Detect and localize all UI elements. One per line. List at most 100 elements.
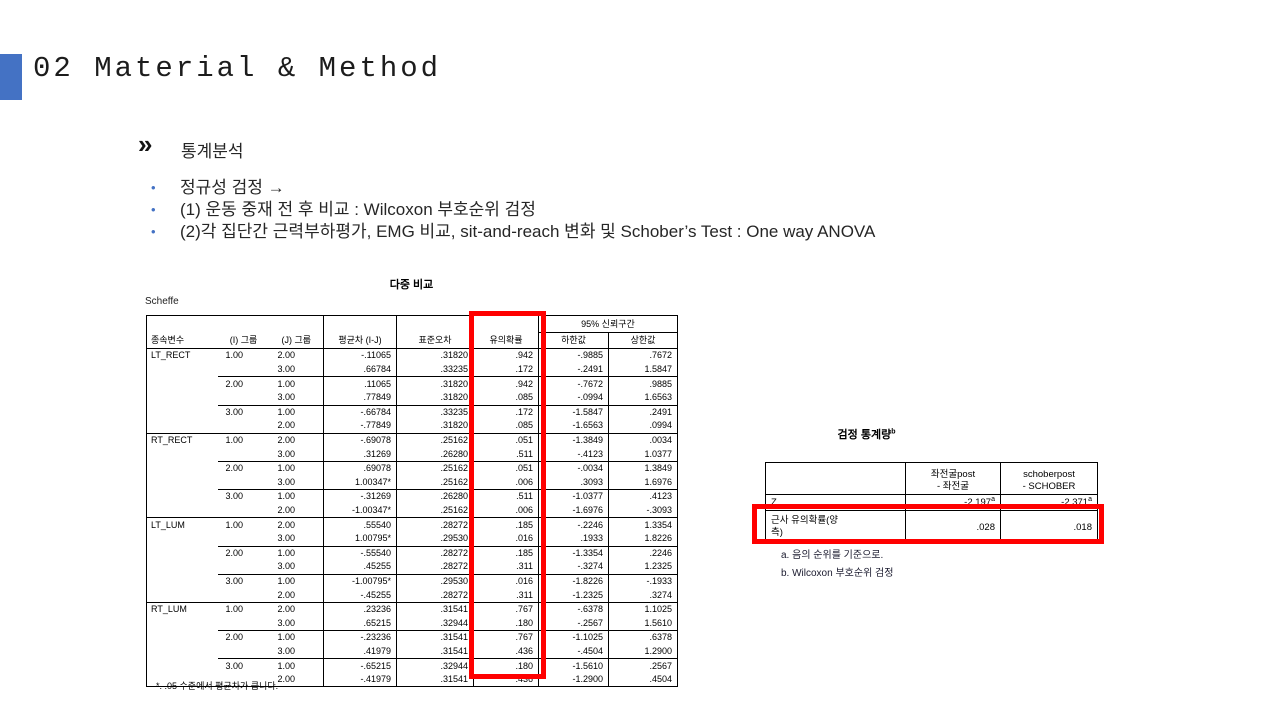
table-row: 3.00.41979.31541.436 -.4504 1.2900 xyxy=(147,644,678,660)
value-cell: 3.00 xyxy=(269,390,324,406)
value-cell: -.6378 xyxy=(538,601,609,617)
value-cell: .69078 xyxy=(323,461,397,476)
value-cell: 2.00 xyxy=(269,517,324,532)
value-cell: .31541 xyxy=(396,644,474,660)
value-cell: 3.00 xyxy=(225,660,244,671)
variable-cell xyxy=(147,490,218,504)
variable-cell xyxy=(147,588,218,602)
variable-cell xyxy=(147,405,218,419)
variable-cell: RT_LUM xyxy=(146,601,218,617)
value-cell: 1.1025 xyxy=(608,601,678,617)
value-cell: .66784 xyxy=(323,362,397,378)
header-line: 좌전굴post xyxy=(930,469,976,480)
value-cell: 3.00 xyxy=(225,491,244,502)
value-cell: .55540 xyxy=(323,517,397,532)
value-cell: -.0034 xyxy=(538,461,609,476)
value-cell xyxy=(217,362,270,378)
value-cell: .006 xyxy=(473,503,539,518)
variable-cell xyxy=(147,419,218,433)
table-row: 3.00 1.00 -.31269.26280.511 -1.0377 .4123 xyxy=(147,489,678,504)
value-cell: .11065 xyxy=(323,376,397,391)
value-cell: 3.00 xyxy=(269,447,324,462)
value-cell: .9885 xyxy=(649,378,672,389)
value-cell: .31541 xyxy=(396,672,474,687)
variable-cell xyxy=(147,546,218,560)
value-cell: .085 xyxy=(473,390,539,406)
header-line: - 좌전굴 xyxy=(936,481,970,492)
value-cell: .32944 xyxy=(396,658,474,673)
bullet-item: • (1) 운동 중재 전 후 비교 : Wilcoxon 부호순위 검정 xyxy=(151,199,875,221)
table-row: 3.00 1.00347* .25162.006.3093 1.6976 xyxy=(147,475,678,491)
value-cell: 3.00 xyxy=(269,475,324,491)
variable-cell xyxy=(147,363,218,377)
header-cell: 표준오차 xyxy=(396,315,474,350)
value-cell: 1.00 xyxy=(269,658,324,673)
value-cell: 1.6976 xyxy=(608,475,678,491)
value-cell: 1.2900 xyxy=(608,644,678,660)
value-cell: 2.00 xyxy=(269,432,324,448)
accent-square xyxy=(0,54,22,100)
header-row: 좌전굴post - 좌전굴 schoberpost - SCHOBER xyxy=(765,462,1098,495)
value-cell: 1.6563 xyxy=(608,390,678,406)
value-cell: .085 xyxy=(473,419,539,434)
value-cell: .41979 xyxy=(323,644,397,660)
variable-cell xyxy=(147,504,218,518)
value-cell: .051 xyxy=(473,461,539,476)
bullet-item: • (2)각 집단간 근력부하평가, EMG 비교, sit-and-reach… xyxy=(151,221,875,243)
confidence-interval-header: 95% 신뢰구간 xyxy=(538,315,678,333)
value-cell: .25162 xyxy=(396,475,474,491)
multiple-comparison-subtitle: Scheffe xyxy=(145,296,179,307)
value-cell xyxy=(218,419,270,433)
value-cell: .28272 xyxy=(396,588,474,603)
value-cell: 3.00 xyxy=(269,644,324,660)
variable-cell xyxy=(147,532,218,546)
value-cell: -.7672 xyxy=(538,376,609,391)
table-row: 3.00.66784.33235.172 -.2491 1.5847 xyxy=(147,362,678,378)
value-cell: .29530 xyxy=(396,531,474,547)
value-cell: .26280 xyxy=(396,447,474,462)
value-cell: -1.6563 xyxy=(538,419,609,434)
mc-table-header: 종속변수 (I) 그룹 (J) 그룹 평균차 (I-J) 표준오차 유의확률 9… xyxy=(146,315,678,350)
value-cell: 2.00 xyxy=(225,547,244,558)
value-cell: .0994 xyxy=(649,420,672,431)
variable-cell xyxy=(147,645,218,659)
value-cell: .185 xyxy=(473,546,539,561)
value-cell: .33235 xyxy=(396,362,474,378)
value-cell xyxy=(217,531,270,547)
value-superscript: a xyxy=(991,496,995,504)
value-cell: 2.00 xyxy=(269,672,324,687)
header-cell: 상한값 xyxy=(608,332,678,350)
header-cell: 좌전굴post - 좌전굴 xyxy=(905,462,1001,495)
value-cell: 1.5610 xyxy=(608,616,678,632)
value-cell: .25162 xyxy=(396,432,474,448)
value-cell: .511 xyxy=(473,447,539,462)
value-cell: 3.00 xyxy=(225,575,244,586)
value-cell: 3.00 xyxy=(225,406,244,417)
value-cell: -.2491 xyxy=(538,362,609,378)
table-row: RT_RECT 1.00 2.00 -.69078.25162.051 -1.3849.… xyxy=(146,432,678,448)
value-cell xyxy=(218,588,270,602)
variable-cell: LT_LUM xyxy=(146,517,218,532)
value-cell: -.4123 xyxy=(538,447,609,462)
value-cell xyxy=(217,560,270,575)
value-cell: .180 xyxy=(473,658,539,673)
value-cell: 3.00 xyxy=(269,616,324,632)
table-row: LT_LUM 1.00 2.00.55540.28272.185 -.2246 1.33… xyxy=(146,517,678,532)
mc-table-footnote: *. .05 수준에서 평균차가 큽니다. xyxy=(156,681,279,691)
significance-row-highlight xyxy=(752,504,1104,544)
value-cell: .180 xyxy=(473,616,539,632)
value-cell: -.66784 xyxy=(323,405,397,420)
variable-cell: RT_RECT xyxy=(146,432,218,448)
value-cell: .33235 xyxy=(396,405,474,420)
value-cell: .77849 xyxy=(323,390,397,406)
value-cell: .0034 xyxy=(608,432,678,448)
header-row: 하한값 상한값 xyxy=(147,332,678,350)
bullet-text: 정규성 검정 → xyxy=(180,178,285,197)
variable-cell xyxy=(147,447,218,461)
value-cell: .436 xyxy=(473,644,539,660)
value-cell: 1.00 xyxy=(269,405,324,420)
value-cell: 3.00 xyxy=(269,531,324,547)
value-cell: -.41979 xyxy=(323,672,397,687)
value-cell: .2491 xyxy=(649,406,672,417)
variable-cell xyxy=(147,560,218,574)
